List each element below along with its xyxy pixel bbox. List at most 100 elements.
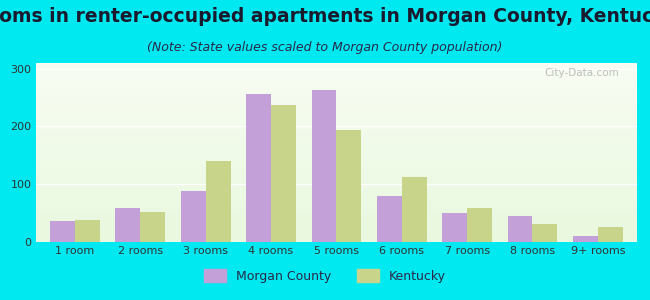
Bar [36,227,637,229]
Bar [36,218,637,220]
Bar [36,110,637,111]
Bar [36,238,637,240]
Bar [36,68,637,70]
Bar [36,217,637,218]
Bar [36,77,637,79]
Bar [246,94,271,242]
Bar [36,133,637,134]
Bar [36,86,637,88]
Bar [36,181,637,183]
Bar [36,179,637,181]
Bar [36,236,637,238]
Bar [36,115,637,116]
Legend: Morgan County, Kentucky: Morgan County, Kentucky [199,264,451,288]
Bar [36,131,637,133]
Bar [36,174,637,176]
Bar [36,134,637,136]
Bar [36,120,637,122]
Bar [36,209,637,211]
Bar [36,76,637,77]
Bar [36,124,637,125]
Bar [36,220,637,222]
Bar [311,90,337,242]
Bar [36,116,637,118]
Bar [36,177,637,179]
Bar [36,84,637,86]
Bar [36,147,637,149]
Bar [36,93,637,95]
Bar [508,216,532,242]
Bar [467,208,492,242]
Bar [36,167,637,168]
Bar [36,204,637,206]
Bar [36,125,637,127]
Bar [36,74,637,76]
Bar [36,92,637,93]
Bar [181,191,205,242]
Text: City-Data.com: City-Data.com [544,68,619,78]
Bar [36,70,637,72]
Bar [36,67,637,68]
Bar [36,97,637,99]
Bar [36,140,637,142]
Bar [36,138,637,140]
Bar [36,165,637,167]
Bar [36,95,637,97]
Bar [36,143,637,145]
Bar [36,100,637,102]
Bar [36,232,637,234]
Bar [36,63,637,65]
Bar [36,231,637,233]
Bar [36,229,637,231]
Bar [36,215,637,217]
Bar [36,170,637,172]
Bar [36,183,637,184]
Bar [36,202,637,204]
Bar [36,154,637,156]
Bar [36,211,637,213]
Bar [573,236,598,242]
Bar [36,186,637,188]
Bar [36,176,637,177]
Bar [271,105,296,242]
Bar [36,145,637,147]
Bar [36,159,637,161]
Bar [36,113,637,115]
Bar [442,213,467,242]
Bar [140,212,165,242]
Bar [36,240,637,242]
Bar [36,191,637,193]
Bar [36,65,637,67]
Bar [36,82,637,84]
Bar [36,197,637,199]
Bar [36,188,637,190]
Bar [337,130,361,242]
Bar [36,193,637,195]
Bar [36,234,637,236]
Bar [36,199,637,200]
Bar [36,156,637,158]
Bar [36,206,637,208]
Bar [36,190,637,191]
Bar [36,81,637,82]
Bar [36,158,637,159]
Bar [36,222,637,224]
Bar [36,168,637,170]
Bar [36,151,637,152]
Bar [36,184,637,186]
Bar [36,224,637,225]
Bar [50,221,75,242]
Bar [36,72,637,74]
Bar [36,108,637,109]
Bar [36,79,637,81]
Bar [36,127,637,129]
Bar [36,213,637,215]
Text: (Note: State values scaled to Morgan County population): (Note: State values scaled to Morgan Cou… [148,40,502,53]
Bar [598,226,623,242]
Bar [36,149,637,151]
Bar [116,208,140,242]
Bar [36,142,637,143]
Bar [36,99,637,100]
Bar [377,196,402,242]
Bar [402,177,426,242]
